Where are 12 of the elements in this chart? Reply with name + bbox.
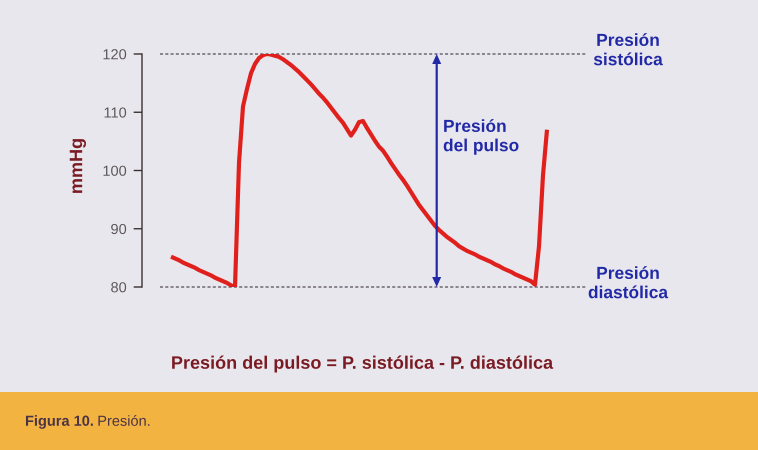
y-tick-label: 90 — [111, 224, 126, 234]
text: Figura 10. Presión. — [26, 415, 150, 429]
ref-line-label: Presión sistólica — [594, 33, 663, 66]
y-tick-label: 100 — [104, 166, 126, 176]
y-tick-label: 110 — [104, 107, 126, 118]
y-axis-title: mmHg — [70, 139, 86, 193]
y-tick-label: 120 — [104, 49, 126, 60]
y-tick-label: 80 — [111, 282, 126, 292]
ref-line-label: Presión diastólica — [588, 266, 668, 298]
line-series — [168, 54, 550, 287]
annotation: Presión del pulso — [444, 119, 519, 155]
text: Presión del pulso = P. sistólica - P. diastólica — [172, 356, 554, 372]
